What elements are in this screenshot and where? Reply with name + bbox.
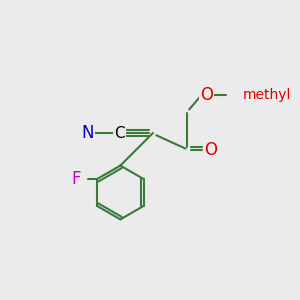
Text: O: O	[200, 86, 213, 104]
Text: C: C	[114, 125, 125, 140]
Text: methyl: methyl	[243, 88, 291, 102]
Text: N: N	[82, 124, 94, 142]
Text: O: O	[205, 141, 218, 159]
Text: F: F	[72, 170, 81, 188]
